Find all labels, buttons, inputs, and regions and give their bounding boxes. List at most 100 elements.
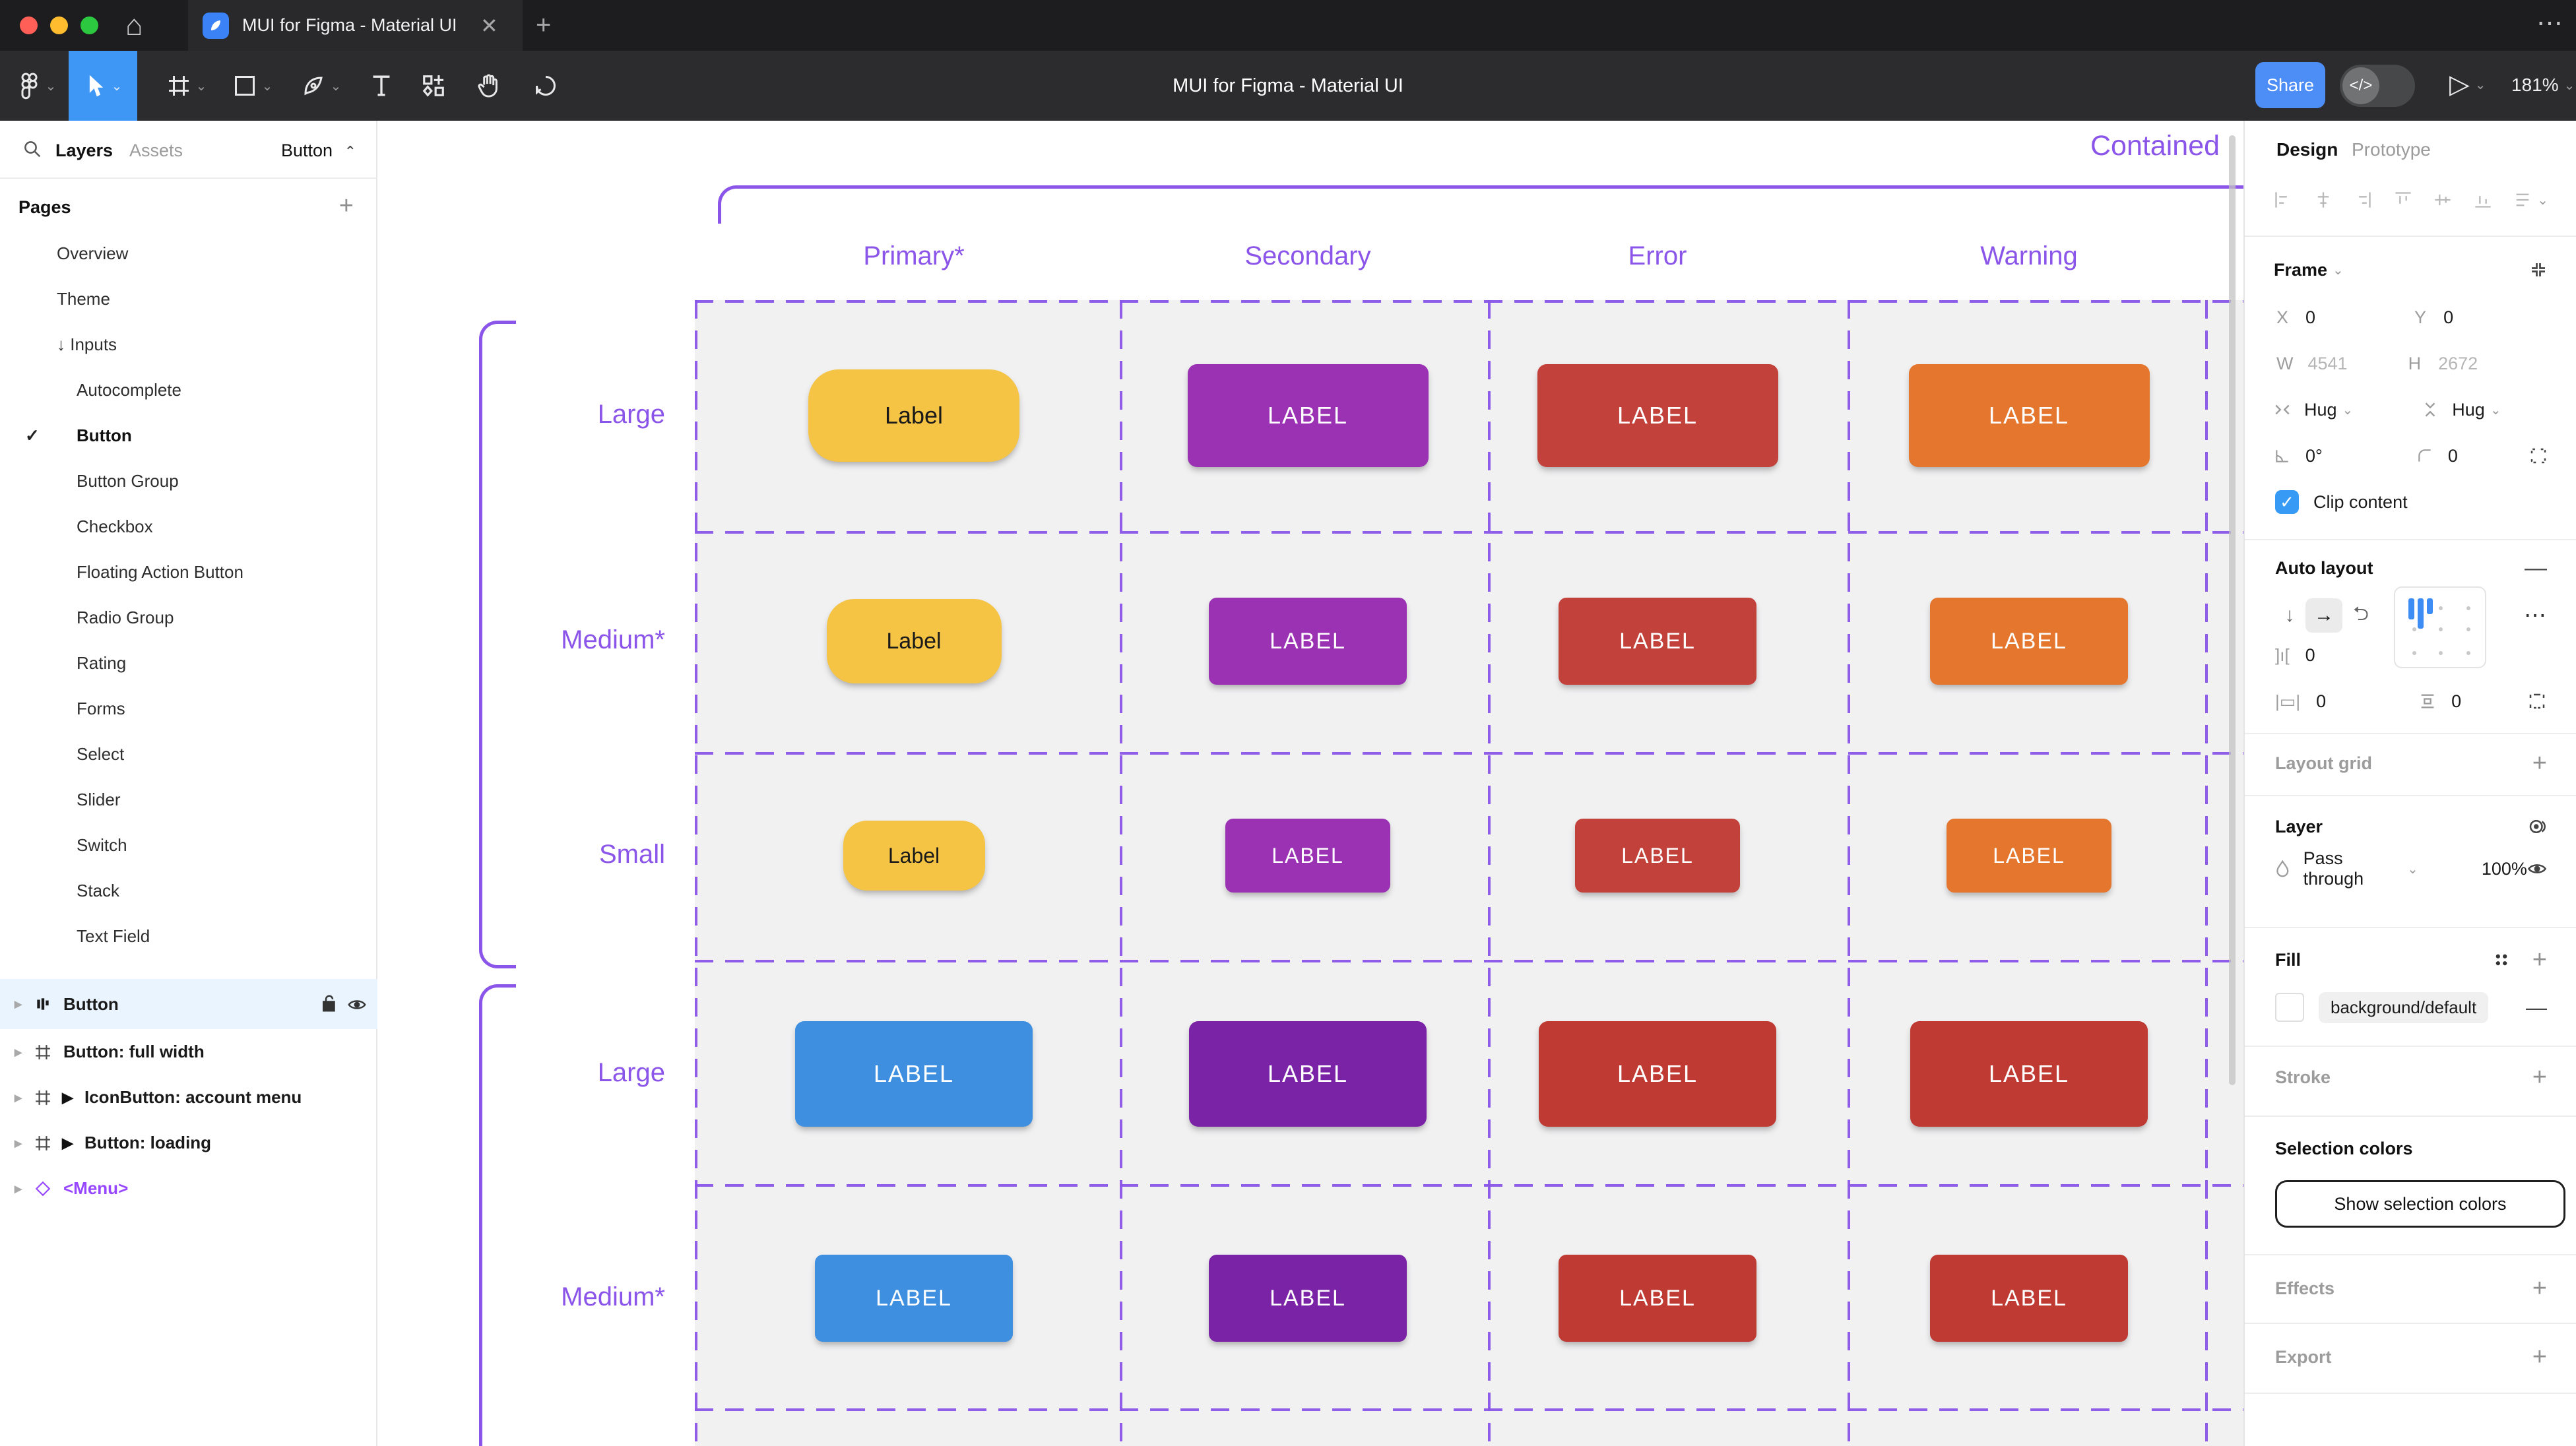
mui-button[interactable]: LABEL xyxy=(1910,1021,2148,1127)
add-fill-button[interactable]: + xyxy=(2532,945,2547,974)
layer-item[interactable]: ▸ Button: full width xyxy=(0,1029,377,1075)
independent-corners-icon[interactable] xyxy=(2528,446,2548,466)
x-value[interactable]: 0 xyxy=(2305,307,2316,327)
file-tab[interactable]: MUI for Figma - Material UI xyxy=(188,0,523,51)
auto-layout-vertical-icon[interactable]: ↓ xyxy=(2284,604,2295,626)
clip-content-checkbox[interactable]: ✓ xyxy=(2275,490,2299,514)
window-zoom-button[interactable] xyxy=(80,16,98,34)
new-tab-button[interactable]: + xyxy=(536,11,552,40)
chevron-down-icon[interactable]: ⌄ xyxy=(330,79,342,94)
add-export-button[interactable]: + xyxy=(2532,1342,2547,1371)
main-menu-button[interactable]: ⌄ xyxy=(12,51,65,121)
expand-icon[interactable]: ▸ xyxy=(15,1043,22,1060)
mui-button[interactable]: LABEL xyxy=(815,1255,1013,1342)
mui-button[interactable]: LABEL xyxy=(795,1021,1033,1127)
collapse-icon[interactable] xyxy=(2528,260,2548,280)
distribute-icon[interactable]: ⌄ xyxy=(2513,191,2548,209)
page-item[interactable]: Slider xyxy=(0,777,377,823)
frame-tool-button[interactable]: ⌄ xyxy=(157,51,216,121)
expand-icon[interactable]: ▸ xyxy=(15,1179,22,1197)
add-layout-grid-button[interactable]: + xyxy=(2532,749,2547,777)
remove-fill-button[interactable]: — xyxy=(2526,995,2547,1019)
page-item[interactable]: Floating Action Button xyxy=(0,550,377,595)
mui-button[interactable]: LABEL xyxy=(1537,364,1778,467)
page-item[interactable]: Switch xyxy=(0,823,377,868)
individual-padding-icon[interactable] xyxy=(2527,691,2547,711)
frame-type-dropdown[interactable]: Frame ⌄ xyxy=(2274,259,2344,280)
component-selector[interactable]: Button xyxy=(280,141,333,160)
page-item[interactable]: ↓ Inputs xyxy=(0,322,377,367)
chevron-down-icon[interactable]: ⌄ xyxy=(195,79,207,94)
visibility-icon[interactable] xyxy=(347,996,367,1017)
w-value[interactable]: 4541 xyxy=(2307,353,2348,373)
mui-button[interactable]: Label xyxy=(843,821,985,891)
align-right-icon[interactable] xyxy=(2354,191,2372,209)
hug-v-value[interactable]: Hug xyxy=(2452,399,2485,420)
auto-layout-horizontal-icon[interactable]: → xyxy=(2305,598,2342,633)
fill-style-chip[interactable]: background/default xyxy=(2319,991,2489,1023)
hug-h-value[interactable]: Hug xyxy=(2304,399,2337,420)
chevron-down-icon[interactable]: ⌄ xyxy=(111,79,123,94)
mui-button[interactable]: LABEL xyxy=(1930,598,2128,685)
tab-layers[interactable]: Layers xyxy=(55,141,113,160)
hand-tool-button[interactable] xyxy=(466,51,512,121)
move-tool-button[interactable]: ⌄ xyxy=(69,51,137,121)
layer-item[interactable]: ▸ <Menu> xyxy=(0,1166,377,1211)
mui-button[interactable]: Label xyxy=(826,599,1002,683)
canvas-scrollbar[interactable] xyxy=(2229,135,2236,1085)
window-more-icon[interactable]: ⋯ xyxy=(2536,9,2565,38)
page-item[interactable]: Theme xyxy=(0,276,377,322)
layer-item[interactable]: ▸ Button xyxy=(0,979,377,1029)
tab-assets[interactable]: Assets xyxy=(129,141,183,160)
layer-item[interactable]: ▸ ▶ IconButton: account menu xyxy=(0,1075,377,1120)
align-bottom-icon[interactable] xyxy=(2474,191,2492,209)
page-item[interactable]: Checkbox xyxy=(0,504,377,550)
component-arrow-icon[interactable]: ▶ xyxy=(62,1088,73,1106)
expand-icon[interactable]: ▸ xyxy=(15,1134,22,1151)
present-button[interactable]: ▷ ⌄ xyxy=(2449,69,2486,100)
padding-vertical-value[interactable]: 0 xyxy=(2451,691,2462,711)
page-item[interactable]: Stack xyxy=(0,868,377,914)
page-item[interactable]: Text Field xyxy=(0,914,377,959)
fill-swatch[interactable] xyxy=(2275,993,2304,1022)
auto-layout-more-button[interactable]: ⋯ xyxy=(2524,603,2548,628)
tab-design[interactable]: Design xyxy=(2276,139,2338,160)
zoom-menu[interactable]: 181% ⌄ xyxy=(2511,75,2575,96)
chevron-down-icon[interactable]: ⌄ xyxy=(2474,77,2486,92)
mui-button[interactable]: LABEL xyxy=(1209,598,1407,685)
auto-layout-wrap-icon[interactable]: ⮌ xyxy=(2352,602,2369,625)
rotation-value[interactable]: 0° xyxy=(2305,445,2323,466)
mui-button[interactable]: LABEL xyxy=(1189,1021,1427,1127)
add-stroke-button[interactable]: + xyxy=(2532,1063,2547,1091)
mui-button[interactable]: LABEL xyxy=(1559,598,1756,685)
mui-button[interactable]: LABEL xyxy=(1559,1255,1756,1342)
tab-close-icon[interactable]: ✕ xyxy=(480,14,498,38)
gap-value[interactable]: 0 xyxy=(2305,644,2315,665)
canvas[interactable]: Contained Primary* Secondary Error Warning L… xyxy=(377,121,2243,1446)
window-close-button[interactable] xyxy=(20,16,38,34)
tab-prototype[interactable]: Prototype xyxy=(2352,139,2431,160)
remove-auto-layout-button[interactable]: — xyxy=(2525,555,2547,581)
shape-tool-button[interactable]: ⌄ xyxy=(223,51,282,121)
mui-button[interactable]: LABEL xyxy=(1539,1021,1776,1127)
mui-button[interactable]: LABEL xyxy=(1187,364,1429,467)
mui-button[interactable]: Label xyxy=(808,369,1019,462)
page-item[interactable]: Select xyxy=(0,732,377,777)
page-item[interactable]: ✓ Button xyxy=(0,413,377,458)
mui-button[interactable]: LABEL xyxy=(1225,819,1390,893)
mui-button[interactable]: LABEL xyxy=(1947,819,2111,893)
padding-horizontal-value[interactable]: 0 xyxy=(2316,691,2327,711)
pen-tool-button[interactable]: ⌄ xyxy=(292,51,351,121)
align-v-center-icon[interactable] xyxy=(2433,191,2452,209)
layer-item[interactable]: ▸ ▶ Button: loading xyxy=(0,1120,377,1166)
mui-button[interactable]: LABEL xyxy=(1908,364,2150,467)
add-page-button[interactable]: + xyxy=(338,192,354,220)
chevron-up-icon[interactable]: ⌃ xyxy=(344,143,356,160)
h-value[interactable]: 2672 xyxy=(2438,353,2478,373)
page-item[interactable]: Button Group xyxy=(0,458,377,504)
styles-icon[interactable] xyxy=(2493,951,2510,968)
search-icon[interactable] xyxy=(22,139,42,159)
opacity-value[interactable]: 100% xyxy=(2481,858,2527,879)
chevron-down-icon[interactable]: ⌄ xyxy=(261,79,273,94)
comment-tool-button[interactable] xyxy=(523,51,569,121)
